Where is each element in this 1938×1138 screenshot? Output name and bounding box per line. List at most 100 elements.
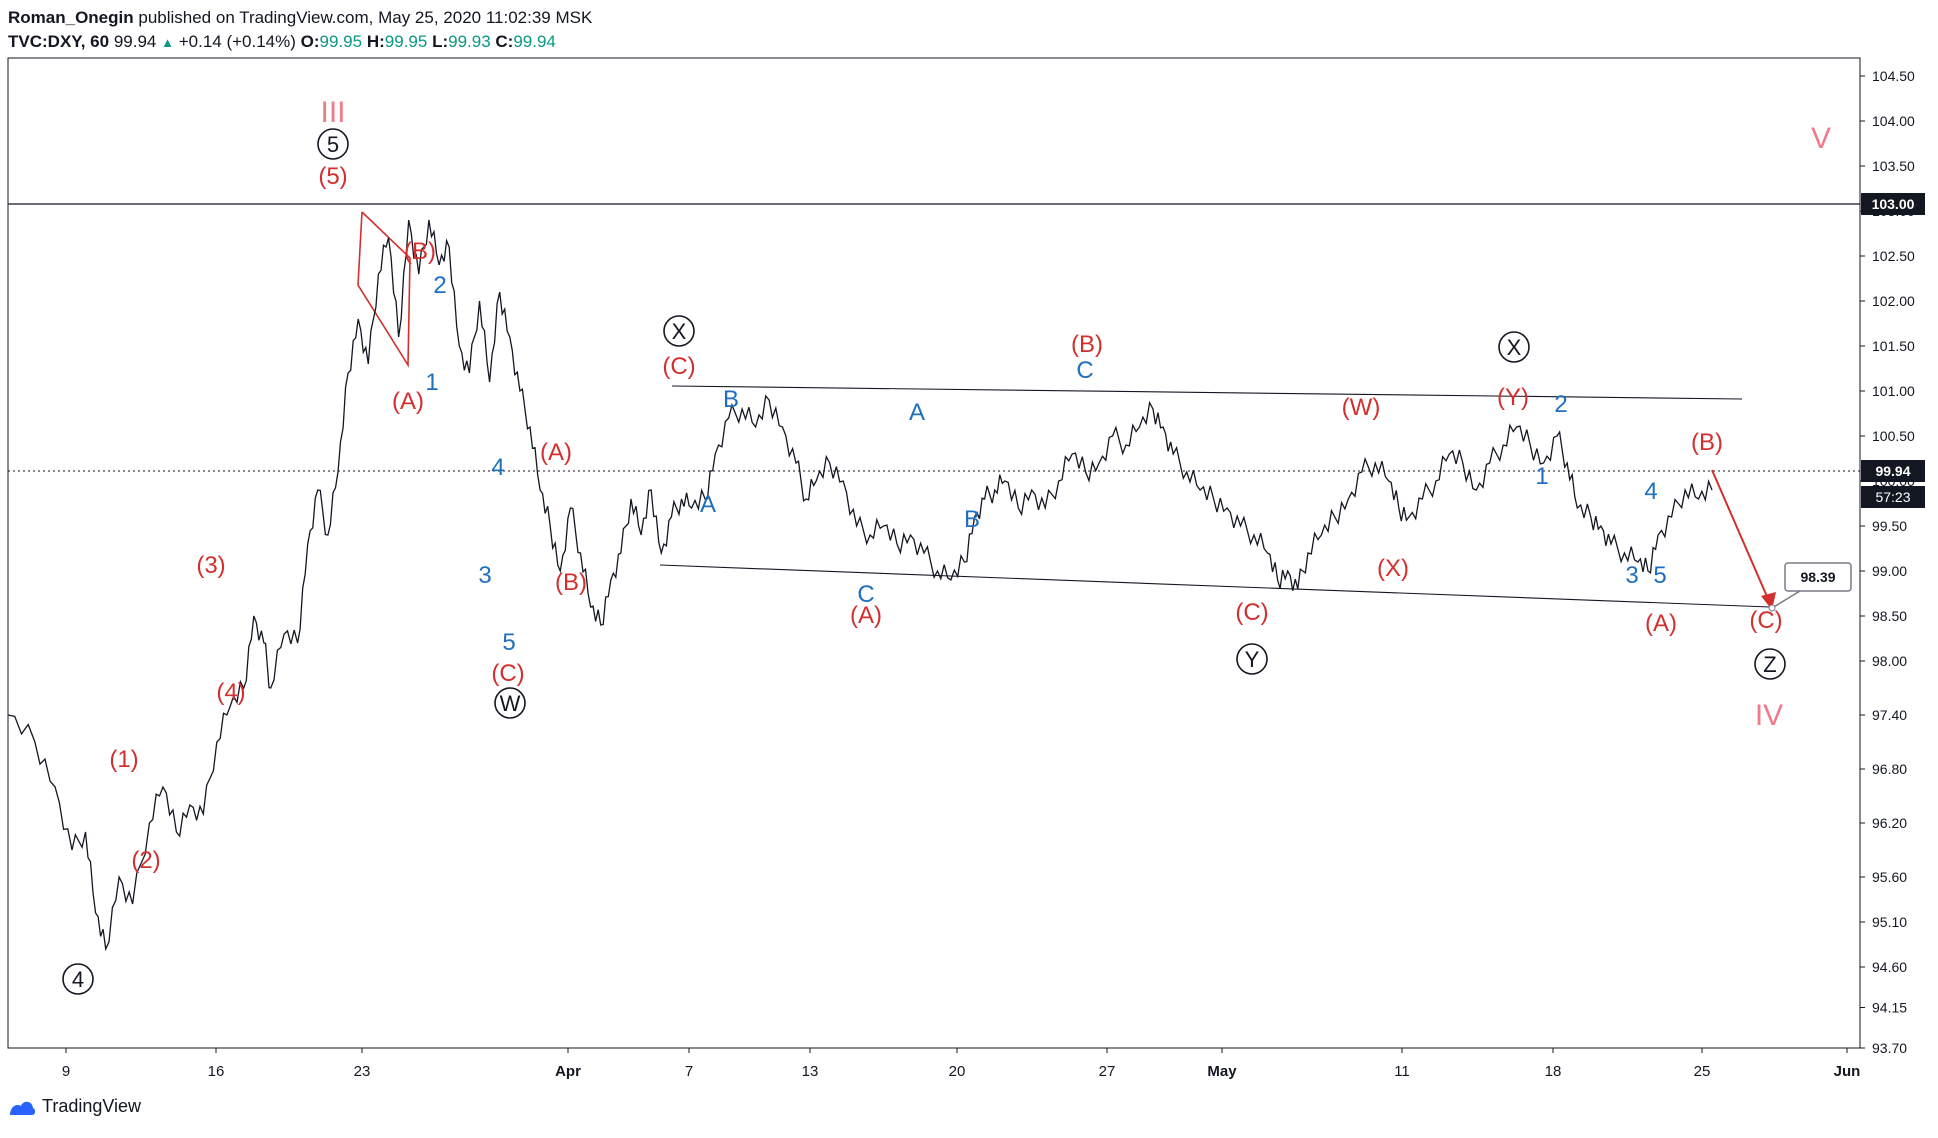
x-tick-label: Jun	[1834, 1063, 1861, 1080]
wave-IV-label: IV	[1755, 699, 1783, 732]
last-price-badge	[1861, 460, 1925, 482]
low-value: 99.93	[448, 32, 491, 51]
price-change: +0.14 (+0.14%)	[178, 32, 296, 51]
y-tick-label: 97.40	[1872, 707, 1907, 723]
wave-label-X: (X)	[1377, 555, 1409, 582]
time-axis-ticks: 9 16 23 Apr 7 13 20 27 May 11 18 25 Jun	[62, 1048, 1861, 1080]
svg-text:5: 5	[327, 132, 339, 157]
y-tick-label: 93.70	[1872, 1040, 1907, 1056]
author-name[interactable]: Roman_Onegin	[8, 8, 134, 27]
channel-upper-line[interactable]	[671, 385, 1743, 400]
wave-label-A3: (A)	[850, 602, 882, 629]
price-axis-ticks: 104.50 104.00 103.50 103.00 102.50 102.00 101.…	[1860, 68, 1915, 1056]
y-tick-label: 94.60	[1872, 959, 1907, 975]
subwave-label-1: 1	[425, 369, 438, 396]
x-tick-label: 20	[949, 1063, 966, 1080]
price-series-line	[7, 219, 1713, 952]
wave-label-W: (W)	[1342, 394, 1381, 421]
subwave-label-3b: 3	[1625, 562, 1638, 589]
target-callout[interactable]	[1784, 562, 1852, 592]
countdown-label: 57:23	[1875, 489, 1910, 505]
circle-wave-5: 5	[317, 128, 349, 160]
y-tick-label: 95.10	[1872, 914, 1907, 930]
subwave-label-A2: A	[909, 399, 925, 426]
circle-wave-4: 4	[62, 963, 94, 995]
wave-label-2: (2)	[131, 847, 160, 874]
wave-label-B4: (B)	[1691, 429, 1723, 456]
open-value: 99.95	[319, 32, 363, 51]
wave-label-C4: (C)	[1749, 607, 1782, 634]
x-tick-label: May	[1207, 1063, 1237, 1080]
subwave-label-2: 2	[433, 272, 446, 299]
target-price-label: 98.39	[1800, 569, 1835, 585]
subwave-label-C2: C	[1076, 357, 1093, 384]
x-tick-label: 16	[208, 1063, 225, 1080]
publish-info: published on TradingView.com, May 25, 20…	[138, 8, 593, 27]
x-tick-label: 18	[1545, 1063, 1562, 1080]
open-label: O:	[300, 32, 320, 51]
footer-brand[interactable]: TradingView	[8, 1096, 141, 1117]
subwave-label-5b: 5	[1653, 562, 1666, 589]
up-arrow-icon: ▲	[161, 35, 174, 50]
circle-wave-X1: X	[663, 315, 695, 347]
y-tick-label: 104.50	[1872, 68, 1915, 84]
channel-lower-line[interactable]	[659, 564, 1771, 608]
last-price-label: 99.94	[1875, 463, 1910, 479]
wave-label-C3: (C)	[1235, 599, 1268, 626]
projection-arrow[interactable]	[1711, 469, 1773, 609]
x-tick-label: 7	[685, 1063, 693, 1080]
svg-text:4: 4	[72, 967, 84, 992]
last-price: 99.94	[113, 32, 157, 51]
close-value: 99.94	[513, 32, 556, 51]
chart-header: Roman_Onegin published on TradingView.co…	[8, 6, 592, 55]
wave-label-5: (5)	[318, 163, 347, 190]
subwave-label-4b: 4	[1644, 478, 1657, 505]
svg-text:Y: Y	[1245, 647, 1260, 672]
svg-text:W: W	[500, 691, 521, 716]
subwave-label-1b: 1	[1535, 463, 1548, 490]
level-103-badge	[1861, 193, 1925, 215]
x-tick-label: Apr	[555, 1063, 581, 1080]
low-label: L:	[432, 32, 449, 51]
subwave-label-3: 3	[478, 562, 491, 589]
wave-label-A1: (A)	[392, 388, 424, 415]
subwave-label-A1: A	[700, 491, 716, 518]
y-tick-label: 95.60	[1872, 869, 1907, 885]
y-tick-label: 102.00	[1872, 293, 1915, 309]
svg-text:Z: Z	[1763, 652, 1776, 677]
y-tick-label: 98.00	[1872, 653, 1907, 669]
subwave-label-2b: 2	[1554, 391, 1567, 418]
y-tick-label: 101.00	[1872, 383, 1915, 399]
tradingview-logo-icon	[10, 1101, 36, 1115]
y-tick-label: 98.50	[1872, 608, 1907, 624]
y-tick-label: 99.50	[1872, 518, 1907, 534]
x-tick-label: 25	[1694, 1063, 1711, 1080]
wave-label-3: (3)	[196, 552, 225, 579]
wave-III-label: III	[320, 96, 345, 129]
close-label: C:	[495, 32, 514, 51]
level-103-label: 103.00	[1872, 196, 1915, 212]
wave-label-4: (4)	[216, 679, 245, 706]
subwave-label-C1: C	[857, 581, 874, 608]
subwave-label-5: 5	[502, 629, 515, 656]
subwave-label-4: 4	[491, 454, 504, 481]
x-tick-label: 13	[802, 1063, 819, 1080]
y-tick-label: 103.50	[1872, 158, 1915, 174]
y-tick-label: 96.80	[1872, 761, 1907, 777]
x-tick-label: 11	[1394, 1063, 1410, 1080]
countdown-badge	[1861, 486, 1925, 508]
wave-label-B2: (B)	[555, 569, 587, 596]
price-chart[interactable]: 104.50 104.00 103.50 103.00 102.50 102.00 101.…	[0, 0, 1938, 1090]
wave-label-Y: (Y)	[1497, 384, 1529, 411]
wave-label-A2: (A)	[540, 439, 572, 466]
high-value: 99.95	[384, 32, 428, 51]
subwave-label-B2: B	[964, 506, 980, 533]
wave-label-C1: (C)	[491, 660, 524, 687]
y-tick-label: 96.20	[1872, 815, 1907, 831]
high-label: H:	[366, 32, 385, 51]
y-tick-label: 100.50	[1872, 428, 1915, 444]
target-point	[1768, 604, 1776, 612]
wave-V-label: V	[1811, 122, 1831, 155]
triangle-pattern[interactable]	[357, 211, 411, 368]
symbol-label[interactable]: TVC:DXY, 60	[8, 32, 110, 51]
